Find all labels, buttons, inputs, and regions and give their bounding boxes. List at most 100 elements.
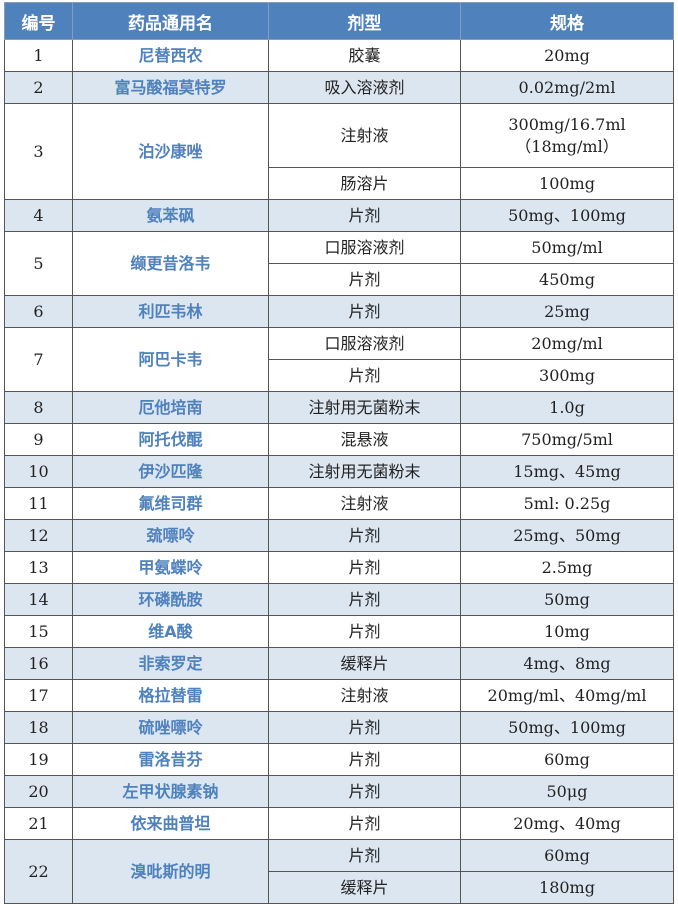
specification: 20mg、40mg	[460, 807, 674, 840]
dosage-form: 片剂	[268, 743, 461, 776]
table-row: 1 尼替西农 胶囊 20mg	[4, 39, 674, 72]
row-id: 17	[4, 679, 73, 712]
drug-name: 泊沙康唑	[72, 103, 269, 200]
drug-name: 依来曲普坦	[72, 807, 269, 840]
dosage-form: 混悬液	[268, 423, 461, 456]
dosage-form: 片剂	[268, 551, 461, 584]
dosage-form: 缓释片	[268, 871, 461, 904]
specification: 5ml: 0.25g	[460, 487, 674, 520]
header-form: 剂型	[268, 2, 461, 40]
drug-name: 利匹韦林	[72, 295, 269, 328]
row-id: 6	[4, 295, 73, 328]
table-row: 15 维A酸 片剂 10mg	[4, 615, 674, 648]
dosage-form: 片剂	[268, 359, 461, 392]
specification: 50mg	[460, 583, 674, 616]
specification: 25mg、50mg	[460, 519, 674, 552]
drug-name: 雷洛昔芬	[72, 743, 269, 776]
row-id: 16	[4, 647, 73, 680]
header-id: 编号	[4, 2, 73, 40]
dosage-form: 口服溶液剂	[268, 231, 461, 264]
specification: 15mg、45mg	[460, 455, 674, 488]
drug-name: 氟维司群	[72, 487, 269, 520]
row-id: 14	[4, 583, 73, 616]
header-name: 药品通用名	[72, 2, 269, 40]
specification: 2.5mg	[460, 551, 674, 584]
drug-name: 硫唑嘌呤	[72, 711, 269, 744]
table-row: 13 甲氨蝶呤 片剂 2.5mg	[4, 551, 674, 584]
specification: 20mg/ml	[460, 327, 674, 360]
dosage-form: 胶囊	[268, 39, 461, 72]
specification: 750mg/5ml	[460, 423, 674, 456]
specification: 1.0g	[460, 391, 674, 424]
dosage-form: 口服溶液剂	[268, 327, 461, 360]
row-id: 21	[4, 807, 73, 840]
specification: 60mg	[460, 839, 674, 872]
drug-name: 氨苯砜	[72, 199, 269, 232]
dosage-form: 注射液	[268, 679, 461, 712]
specification: 300mg/16.7ml （18mg/ml）	[460, 103, 674, 168]
drug-name: 环磷酰胺	[72, 583, 269, 616]
drug-name: 非索罗定	[72, 647, 269, 680]
dosage-form: 片剂	[268, 263, 461, 296]
table-row: 肠溶片 100mg	[5, 167, 674, 200]
row-id: 5	[4, 231, 73, 296]
row-id: 4	[4, 199, 73, 232]
drug-name: 阿巴卡韦	[72, 327, 269, 392]
drug-name: 溴吡斯的明	[72, 839, 269, 904]
row-id: 18	[4, 711, 73, 744]
dosage-form: 片剂	[268, 839, 461, 872]
table-row: 缓释片 180mg	[5, 871, 674, 904]
specification: 10mg	[460, 615, 674, 648]
specification: 450mg	[460, 263, 674, 296]
drug-name: 阿托伐醌	[72, 423, 269, 456]
table-row: 16 非索罗定 缓释片 4mg、8mg	[4, 647, 674, 680]
specification: 50μg	[460, 775, 674, 808]
table-row: 18 硫唑嘌呤 片剂 50mg、100mg	[4, 711, 674, 744]
dosage-form: 片剂	[268, 583, 461, 616]
dosage-form: 片剂	[268, 775, 461, 808]
dosage-form: 注射用无菌粉末	[268, 455, 461, 488]
table-row: 2 富马酸福莫特罗 吸入溶液剂 0.02mg/2ml	[4, 71, 674, 104]
specification: 50mg/ml	[460, 231, 674, 264]
table-body: 1 尼替西农 胶囊 20mg 2 富马酸福莫特罗 吸入溶液剂 0.02mg/2ml 3 泊沙康唑注…	[4, 39, 674, 904]
specification: 50mg、100mg	[460, 711, 674, 744]
specification: 25mg	[460, 295, 674, 328]
drug-table: 编号 药品通用名 剂型 规格 1 尼替西农 胶囊 20mg 2 富马酸福莫特罗 吸入溶液剂 0…	[4, 2, 674, 904]
table-row: 12 巯嘌呤 片剂 25mg、50mg	[4, 519, 674, 552]
table-row: 14 环磷酰胺 片剂 50mg	[4, 583, 674, 616]
table-row: 5 缬更昔洛韦 口服溶液剂 50mg/ml	[4, 231, 674, 296]
dosage-form: 片剂	[268, 519, 461, 552]
row-id: 11	[4, 487, 73, 520]
dosage-form: 片剂	[268, 711, 461, 744]
row-id: 15	[4, 615, 73, 648]
drug-name: 维A酸	[72, 615, 269, 648]
table-row: 6 利匹韦林 片剂 25mg	[4, 295, 674, 328]
specification: 60mg	[460, 743, 674, 776]
table-row: 11 氟维司群 注射液 5ml: 0.25g	[4, 487, 674, 520]
table-row: 7 阿巴卡韦 口服溶液剂 20mg/ml	[4, 327, 674, 392]
drug-name: 富马酸福莫特罗	[72, 71, 269, 104]
header-row: 编号 药品通用名 剂型 规格	[4, 2, 674, 40]
row-id: 3	[4, 103, 73, 200]
drug-name: 左甲状腺素钠	[72, 775, 269, 808]
row-id: 13	[4, 551, 73, 584]
row-id: 7	[4, 327, 73, 392]
table-row: 17 格拉替雷 注射液 20mg/ml、40mg/ml	[4, 679, 674, 712]
specification: 300mg	[460, 359, 674, 392]
table-row: 8 厄他培南 注射用无菌粉末 1.0g	[4, 391, 674, 424]
specification: 4mg、8mg	[460, 647, 674, 680]
row-id: 10	[4, 455, 73, 488]
dosage-form: 注射用无菌粉末	[268, 391, 461, 424]
specification: 20mg/ml、40mg/ml	[460, 679, 674, 712]
row-id: 2	[4, 71, 73, 104]
specification: 100mg	[460, 167, 674, 200]
dosage-form: 肠溶片	[268, 167, 461, 200]
table-row: 21 依来曲普坦 片剂 20mg、40mg	[4, 807, 674, 840]
drug-name: 尼替西农	[72, 39, 269, 72]
dosage-form: 片剂	[268, 615, 461, 648]
drug-name: 格拉替雷	[72, 679, 269, 712]
drug-name: 甲氨蝶呤	[72, 551, 269, 584]
dosage-form: 注射液	[268, 103, 461, 168]
dosage-form: 吸入溶液剂	[268, 71, 461, 104]
drug-name: 伊沙匹隆	[72, 455, 269, 488]
